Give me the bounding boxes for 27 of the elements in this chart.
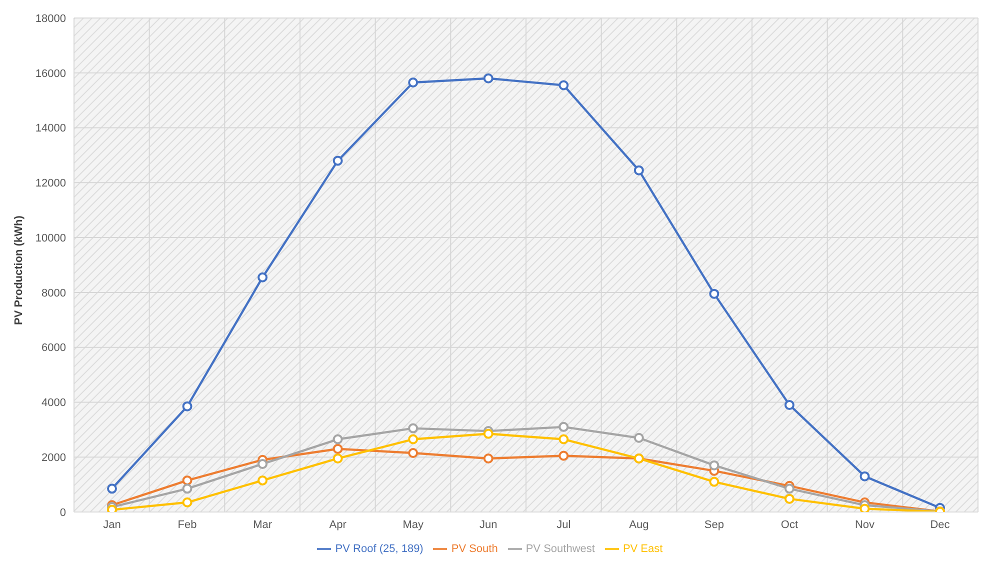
x-tick-label: Mar	[253, 518, 272, 531]
x-tick-label: Dec	[930, 518, 950, 531]
x-tick-label: Aug	[629, 518, 649, 531]
y-tick-label: 16000	[35, 68, 66, 80]
y-tick-label: 4000	[42, 397, 66, 410]
y-tick-label: 8000	[42, 287, 66, 300]
legend-label: PV South	[451, 542, 498, 555]
y-tick-label: 12000	[35, 178, 66, 190]
x-tick-label: Jun	[479, 518, 498, 531]
x-tick-label: Oct	[780, 518, 798, 531]
y-tick-label: 14000	[35, 122, 66, 135]
x-tick-label: May	[402, 518, 424, 531]
legend-label: PV Roof (25, 189)	[335, 542, 424, 555]
legend-label: PV Southwest	[526, 542, 595, 555]
x-tick-label: Sep	[704, 518, 724, 531]
y-tick-label: 6000	[42, 342, 66, 354]
y-tick-label: 0	[60, 506, 66, 519]
x-tick-label: Jul	[556, 518, 571, 531]
x-tick-label: Apr	[329, 518, 347, 531]
legend-label: PV East	[622, 542, 663, 555]
y-tick-label: 18000	[35, 12, 66, 25]
x-tick-label: Jan	[103, 518, 121, 531]
x-tick-label: Feb	[178, 518, 197, 531]
y-tick-label: 2000	[42, 452, 66, 464]
y-tick-label: 10000	[35, 232, 66, 244]
y-axis-title: PV Production (kWh)	[12, 215, 25, 325]
x-tick-label: Nov	[854, 518, 876, 531]
